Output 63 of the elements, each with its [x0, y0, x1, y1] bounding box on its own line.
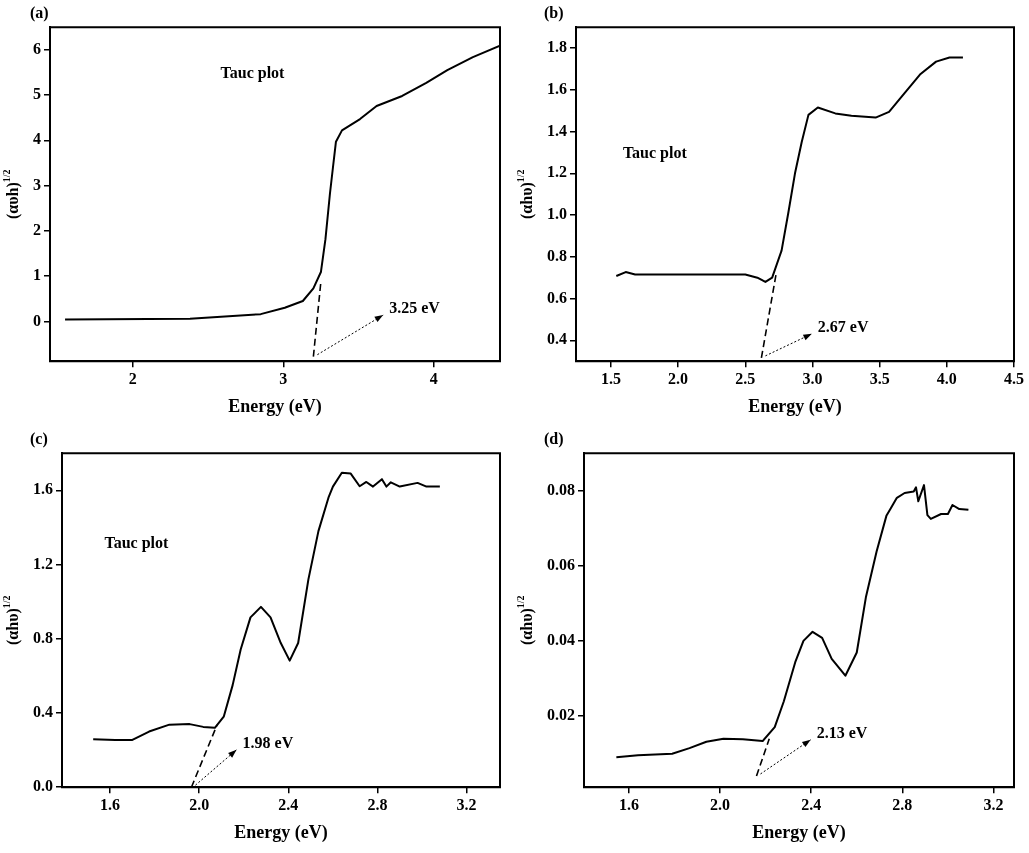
x-tick-label: 3 — [279, 369, 288, 387]
x-tick-label: 2.4 — [278, 795, 299, 813]
y-tick-label: 1.6 — [33, 480, 53, 498]
y-axis-title: (αhυ)1/2 — [1, 595, 23, 645]
y-tick-label: 0.4 — [33, 703, 53, 721]
x-tick-label: 3.2 — [983, 795, 1004, 813]
annotation: Tauc plot — [104, 533, 170, 552]
y-tick-label: 1.4 — [547, 121, 567, 139]
y-tick-label: 6 — [33, 39, 41, 57]
y-tick-label: 0.6 — [547, 288, 567, 306]
x-axis-title: Energy (eV) — [752, 821, 846, 843]
y-tick-label: 0.8 — [33, 628, 53, 646]
x-tick-label: 3.0 — [802, 369, 823, 387]
chart-title: (c) — [30, 429, 48, 448]
y-tick-label: 1.0 — [547, 205, 567, 223]
y-tick-label: 4 — [33, 130, 41, 148]
y-tick-label: 2 — [33, 221, 41, 238]
x-tick-label: 2.8 — [892, 795, 913, 813]
y-tick-label: 0.0 — [33, 777, 53, 795]
y-tick-label: 0.4 — [547, 330, 567, 348]
annotation: 2.67 eV — [817, 317, 869, 335]
x-tick-label: 2 — [128, 369, 137, 387]
y-tick-label: 0 — [33, 311, 41, 329]
x-axis-title: Energy (eV) — [234, 821, 328, 843]
annotation: Tauc plot — [220, 64, 286, 83]
y-tick-label: 3 — [33, 175, 41, 193]
chart-title: (a) — [30, 3, 49, 22]
x-tick-label: 1.6 — [618, 795, 639, 813]
x-axis-title: Energy (eV) — [228, 395, 322, 417]
x-tick-label: 2.0 — [189, 795, 210, 813]
y-tick-label: 0.04 — [547, 630, 575, 648]
x-tick-label: 3.5 — [869, 369, 890, 387]
y-tick-label: 0.08 — [547, 480, 575, 498]
x-tick-label: 4.5 — [1004, 369, 1024, 387]
x-tick-label: 1.6 — [100, 795, 121, 813]
y-tick-label: 1.6 — [547, 79, 567, 97]
y-axis-title: (αhυ)1/2 — [515, 595, 537, 645]
y-tick-label: 1 — [33, 266, 41, 284]
chart-title: (d) — [544, 429, 564, 448]
x-axis-title: Energy (eV) — [748, 395, 842, 417]
x-tick-label: 2.4 — [801, 795, 822, 813]
y-tick-label: 1.2 — [547, 163, 567, 181]
x-tick-label: 4 — [429, 369, 438, 387]
annotation: 3.25 eV — [389, 299, 441, 317]
y-tick-label: 5 — [33, 85, 41, 103]
annotation: 1.98 eV — [242, 733, 294, 751]
y-tick-label: 0.02 — [547, 706, 575, 724]
annotation: 2.13 eV — [816, 723, 868, 741]
x-tick-label: 2.0 — [710, 795, 731, 813]
chart-title: (b) — [544, 3, 564, 22]
annotation: Tauc plot — [622, 144, 688, 163]
x-tick-label: 4.0 — [936, 369, 957, 387]
x-tick-label: 2.0 — [668, 369, 689, 387]
x-tick-label: 2.8 — [367, 795, 388, 813]
y-tick-label: 1.2 — [33, 554, 53, 572]
y-tick-label: 1.8 — [547, 38, 567, 56]
y-axis-title: (αυh)1/2 — [1, 169, 23, 219]
x-tick-label: 1.5 — [600, 369, 621, 387]
x-tick-label: 2.5 — [735, 369, 756, 387]
x-tick-label: 3.2 — [456, 795, 477, 813]
y-tick-label: 0.8 — [547, 246, 567, 264]
y-tick-label: 0.06 — [547, 555, 575, 573]
y-axis-title: (αhυ)1/2 — [515, 169, 537, 219]
